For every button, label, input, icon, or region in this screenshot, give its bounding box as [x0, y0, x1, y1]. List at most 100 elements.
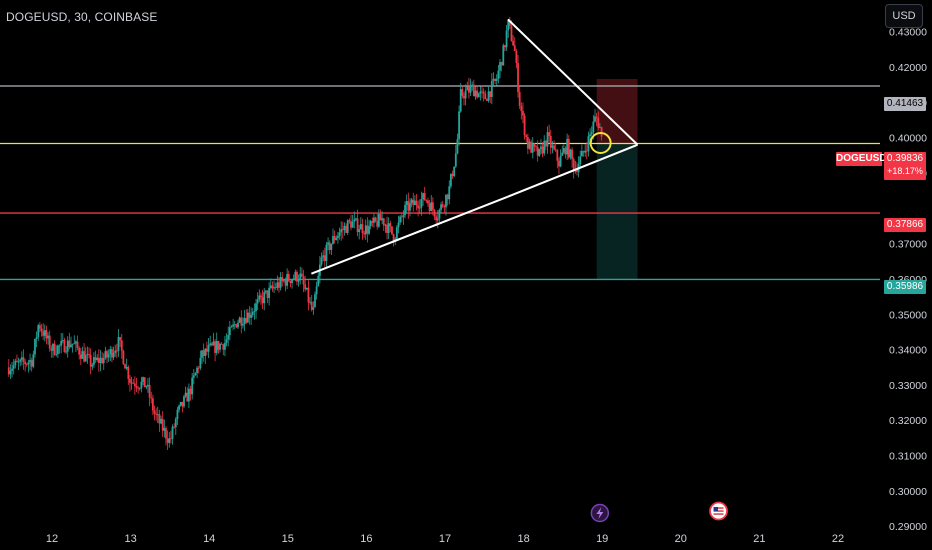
time-tick-label: 19 — [596, 533, 608, 545]
candle-body-129 — [219, 343, 221, 350]
candle-body-146 — [246, 312, 249, 323]
us-flag-event-icon[interactable] — [709, 501, 728, 521]
candle-body-351 — [582, 151, 585, 153]
current-price-tag: 0.39836 +18.17% — [884, 152, 926, 180]
candle-body-239 — [399, 216, 402, 223]
candle-body-317 — [526, 137, 529, 149]
candle-body-2 — [11, 368, 13, 371]
candle-body-5 — [16, 360, 18, 362]
candle-body-78 — [135, 386, 138, 388]
candle-body-314 — [522, 110, 524, 116]
candle-body-281 — [468, 86, 470, 93]
candle-body-42 — [76, 341, 79, 348]
candle-body-238 — [397, 222, 400, 228]
candle-body-206 — [345, 225, 347, 233]
candle-body-175 — [294, 271, 297, 279]
candle-body-103 — [176, 409, 179, 419]
candle-body-359 — [595, 116, 598, 118]
change-percent: +18.17% — [887, 166, 923, 176]
candle-body-57 — [101, 357, 104, 364]
candle-body-116 — [197, 367, 200, 369]
candle-body-1 — [9, 370, 12, 375]
candle-body-263 — [438, 209, 441, 219]
candle-body-339 — [562, 148, 565, 153]
candle-body-122 — [207, 345, 210, 352]
candle-body-134 — [227, 335, 230, 340]
candle-body-355 — [589, 134, 591, 137]
candle-body-227 — [379, 214, 382, 221]
candle-body-183 — [307, 287, 310, 303]
long-position-box[interactable] — [596, 78, 638, 280]
time-tick-label: 14 — [203, 533, 215, 545]
candle-body-256 — [427, 200, 429, 204]
candle-body-301 — [500, 62, 503, 66]
candle-body-272 — [453, 166, 456, 176]
candle-body-277 — [461, 89, 464, 96]
candle-body-139 — [235, 324, 238, 328]
candle-body-322 — [535, 146, 537, 148]
candle-body-309 — [513, 45, 516, 52]
candle-body-358 — [594, 116, 596, 122]
candle-body-268 — [446, 194, 449, 200]
candle-body-102 — [174, 418, 177, 428]
candle-body-21 — [42, 331, 45, 336]
candle-body-98 — [168, 438, 171, 443]
ticker-label: DOGEUSD — [836, 152, 887, 166]
candle-body-123 — [209, 343, 212, 346]
candle-body-216 — [361, 224, 364, 234]
candle-body-221 — [369, 221, 372, 227]
candle-body-266 — [443, 206, 446, 208]
candle-body-93 — [160, 418, 162, 424]
candle-body-253 — [422, 193, 424, 200]
candle-body-105 — [179, 401, 182, 406]
candle-body-41 — [75, 341, 77, 344]
candle-body-218 — [364, 225, 367, 235]
candle-body-10 — [24, 361, 27, 365]
candle-body-200 — [335, 237, 338, 240]
candle-body-328 — [544, 140, 547, 147]
candle-body-7 — [19, 359, 22, 362]
candle-body-318 — [528, 141, 531, 149]
candle-body-88 — [151, 398, 154, 411]
candle-body-133 — [225, 339, 228, 343]
candle-body-178 — [299, 273, 302, 280]
candle-body-37 — [68, 340, 71, 348]
current-price-value: 0.39836 — [886, 153, 924, 164]
candle-body-298 — [495, 78, 498, 81]
candle-body-258 — [430, 202, 433, 211]
candle-body-136 — [230, 326, 233, 328]
candle-body-340 — [564, 148, 567, 155]
candle-body-3 — [12, 365, 15, 369]
candle-body-179 — [300, 273, 303, 277]
candle-body-251 — [418, 207, 421, 209]
time-tick-label: 18 — [517, 533, 529, 545]
candle-body-51 — [91, 364, 94, 367]
candle-body-260 — [433, 209, 436, 217]
currency-button[interactable]: USD — [885, 4, 923, 28]
candle-body-0 — [7, 367, 10, 375]
event-markers[interactable] — [590, 501, 728, 523]
candle-body-312 — [518, 92, 521, 106]
triangle-trendlines[interactable] — [311, 18, 639, 275]
candle-body-189 — [317, 275, 320, 287]
candle-body-126 — [214, 341, 216, 353]
flag-stripe-0 — [713, 507, 724, 509]
candle-body-27 — [52, 343, 54, 351]
candle-body-109 — [186, 392, 189, 402]
candle-body-168 — [282, 280, 285, 282]
time-tick-label: 12 — [46, 533, 58, 545]
candle-body-241 — [402, 215, 405, 218]
candle-body-31 — [58, 345, 61, 347]
time-axis[interactable]: 12 13 14 15 16 17 18 19 20 21 22 — [46, 533, 844, 545]
candle-body-313 — [520, 105, 523, 111]
candle-body-111 — [189, 388, 192, 395]
candle-body-184 — [309, 301, 311, 303]
candle-body-320 — [531, 143, 534, 153]
lightning-event-icon[interactable] — [590, 503, 610, 523]
candle-body-16 — [34, 338, 36, 355]
candle-body-71 — [124, 364, 126, 369]
candle-body-80 — [138, 388, 141, 389]
candle-body-54 — [96, 357, 99, 361]
candle-body-73 — [127, 366, 130, 380]
